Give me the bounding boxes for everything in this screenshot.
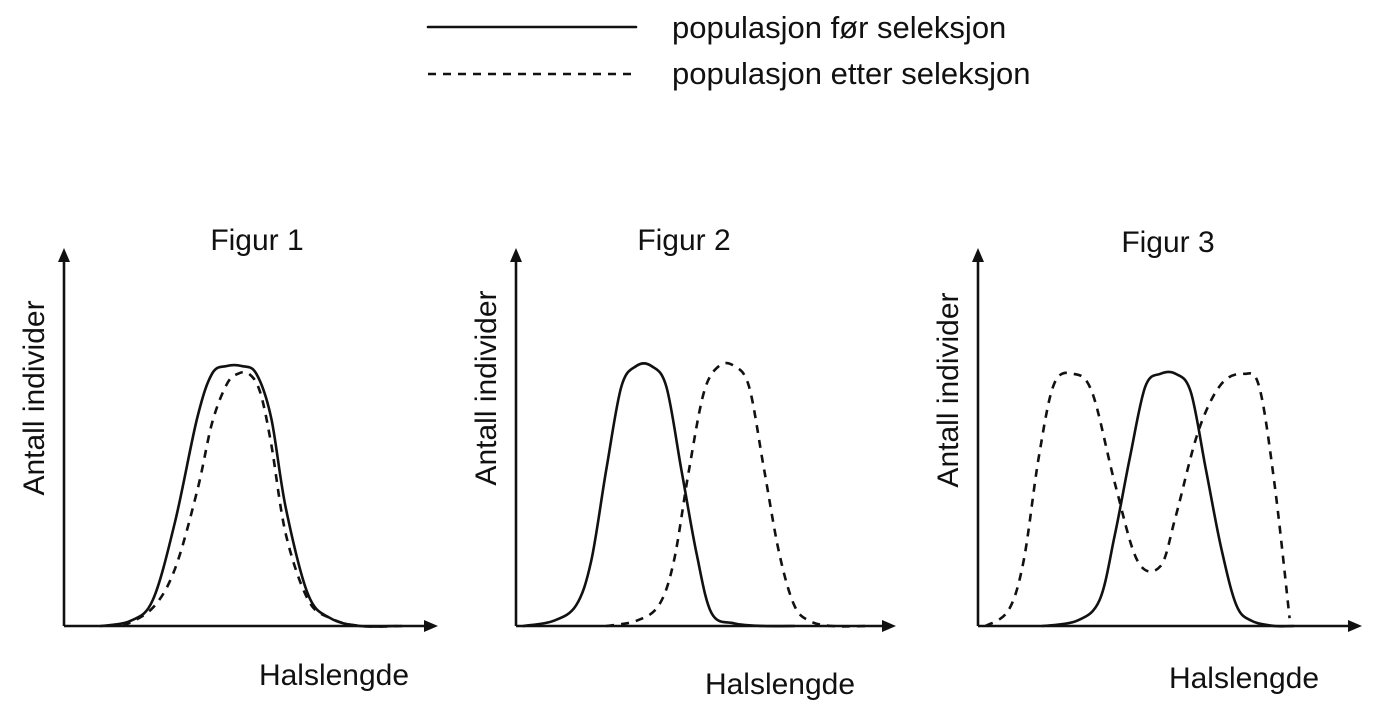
chart-panel-1: Figur 1 Halslengde Antall individer <box>18 224 438 692</box>
series-line-for <box>1041 370 1295 628</box>
series-line-etter <box>984 371 1291 628</box>
legend: populasjon før seleksjon populasjon ette… <box>426 10 1030 91</box>
legend-label-dashed: populasjon etter seleksjon <box>672 56 1030 91</box>
y-axis-label: Antall individer <box>18 300 51 495</box>
chart-title: Figur 2 <box>637 224 730 257</box>
series-line-for <box>99 363 399 628</box>
x-axis-label: Halslengde <box>1169 662 1319 695</box>
x-axis-arrow <box>1348 620 1362 632</box>
legend-label-solid: populasjon før seleksjon <box>672 10 1006 45</box>
chart-title: Figur 1 <box>210 224 303 257</box>
x-axis-arrow <box>882 620 896 632</box>
series-line-etter <box>605 361 870 628</box>
y-axis-arrow <box>972 248 984 262</box>
y-axis-arrow <box>58 248 70 262</box>
chart-panel-2: Figur 2 Halslengde Antall individer <box>470 224 896 701</box>
y-axis-label: Antall individer <box>932 292 965 487</box>
x-axis-label: Halslengde <box>259 659 409 692</box>
series-line-for <box>522 362 796 628</box>
chart-title: Figur 3 <box>1121 226 1214 259</box>
chart-panel-3: Figur 3 Halslengde Antall individer <box>932 226 1362 695</box>
y-axis-label: Antall individer <box>470 290 503 485</box>
y-axis-arrow <box>510 248 522 262</box>
x-axis-label: Halslengde <box>705 668 855 701</box>
x-axis-arrow <box>424 620 438 632</box>
series-line-etter <box>122 370 405 628</box>
